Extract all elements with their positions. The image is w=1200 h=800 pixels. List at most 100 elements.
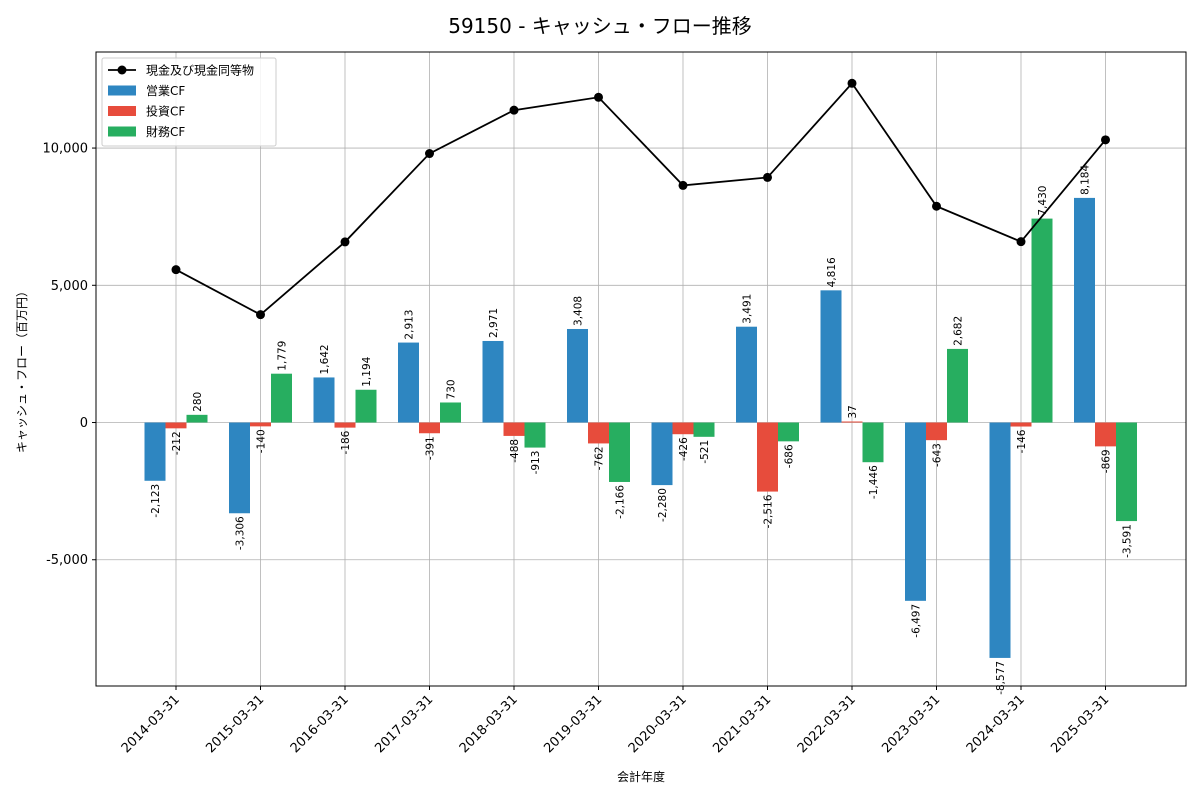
cash-line-point	[847, 78, 857, 88]
bar	[524, 422, 546, 448]
data-labels-layer: -2,123 -3,306 1,642 2,913 2,971 3,408 -2,280 3,…	[150, 165, 1134, 695]
y-tick-label: 10,000	[43, 142, 89, 157]
x-tick-label: 2024-03-31	[964, 692, 1028, 756]
data-label: -212	[171, 431, 183, 455]
data-label: -686	[784, 444, 796, 468]
cash-line	[175, 81, 1107, 316]
bar	[588, 422, 609, 444]
legend-swatch	[108, 85, 136, 96]
data-label: 7,430	[1037, 186, 1049, 216]
data-label: 37	[847, 405, 859, 418]
x-tick-label: 2021-03-31	[710, 692, 774, 756]
legend-label: 投資CF	[146, 104, 185, 119]
data-label: -1,446	[868, 465, 880, 499]
x-tick-label: 2023-03-31	[879, 692, 943, 756]
bar	[440, 402, 461, 423]
x-axis: 2014-03-31 2015-03-31 2016-03-31 2017-03-31…	[119, 686, 1112, 756]
cash-line-point	[1101, 135, 1110, 145]
data-label: -913	[530, 451, 542, 475]
legend-label: 財務CF	[146, 124, 185, 139]
bar	[144, 422, 166, 481]
data-label: 1,779	[277, 341, 289, 371]
bar	[778, 422, 799, 442]
data-label: -2,516	[763, 494, 775, 528]
cash-line-layer	[171, 78, 1110, 320]
bar	[271, 373, 292, 423]
bar	[651, 422, 673, 486]
bar	[250, 422, 271, 427]
data-label: -6,497	[911, 604, 923, 638]
bar	[165, 422, 187, 429]
legend-label: 現金及び現金同等物	[146, 63, 254, 78]
bar	[1010, 422, 1032, 427]
y-axis: -5,000 0 5,000 10,000	[43, 142, 96, 568]
bar	[482, 340, 504, 423]
data-label: -2,123	[150, 484, 162, 518]
grid-lines	[96, 52, 1186, 686]
data-label: -2,280	[657, 488, 669, 522]
bar	[503, 422, 525, 436]
legend-swatch	[108, 126, 136, 137]
cash-line-point	[932, 201, 941, 211]
x-tick-label: 2015-03-31	[203, 692, 267, 756]
x-tick-label: 2025-03-31	[1048, 692, 1112, 756]
bar	[672, 422, 694, 435]
data-label: -3,591	[1122, 524, 1134, 558]
cash-line-point	[425, 149, 434, 159]
data-label: 730	[446, 379, 458, 399]
bar	[567, 328, 588, 423]
data-label: 3,491	[742, 294, 754, 324]
bar	[820, 290, 842, 423]
plot-frame	[95, 51, 1187, 687]
cash-line-point	[340, 237, 350, 247]
data-label: 2,913	[404, 310, 416, 340]
legend-label: 営業CF	[146, 84, 185, 98]
x-tick-label: 2017-03-31	[372, 692, 436, 756]
data-label: -3,306	[235, 516, 247, 550]
cash-line-point	[594, 92, 603, 102]
data-label: -488	[509, 439, 521, 463]
data-label: 2,971	[488, 308, 500, 338]
bar	[862, 422, 884, 463]
data-label: 1,194	[361, 356, 373, 386]
data-label: -391	[425, 436, 437, 460]
bar	[1031, 218, 1053, 423]
x-tick-label: 2014-03-31	[119, 692, 183, 756]
bar	[229, 422, 250, 514]
bar	[419, 422, 440, 434]
bar	[841, 421, 863, 423]
cash-line-point	[1016, 237, 1026, 247]
data-label: -8,577	[995, 661, 1007, 695]
data-label: 3,408	[573, 296, 585, 326]
bar	[186, 414, 208, 423]
cash-line-point	[678, 180, 688, 190]
bar	[1095, 422, 1116, 447]
data-label: -762	[594, 446, 606, 470]
data-label: 2,682	[953, 316, 965, 346]
bar	[334, 422, 356, 428]
legend-swatch	[108, 106, 136, 116]
bar	[757, 422, 778, 492]
bar	[905, 422, 926, 601]
bar	[355, 389, 377, 423]
bars-layer	[144, 197, 1137, 658]
bar	[693, 422, 715, 437]
data-label: -2,166	[615, 485, 627, 519]
chart-title: 59150 - キャッシュ・フロー推移	[448, 14, 752, 38]
data-label: 280	[192, 392, 204, 412]
data-label: -521	[699, 440, 711, 464]
bar	[947, 348, 968, 423]
data-label: 4,816	[826, 257, 838, 287]
x-tick-label: 2020-03-31	[626, 692, 690, 756]
bar	[398, 342, 419, 423]
bar	[736, 326, 757, 423]
data-label: -426	[678, 437, 690, 461]
bar	[989, 422, 1011, 658]
x-tick-label: 2016-03-31	[288, 692, 352, 756]
legend-marker	[117, 65, 127, 75]
bar	[609, 422, 630, 482]
bar	[926, 422, 947, 441]
cash-line-point	[256, 310, 265, 320]
y-tick-label: 5,000	[51, 279, 88, 294]
